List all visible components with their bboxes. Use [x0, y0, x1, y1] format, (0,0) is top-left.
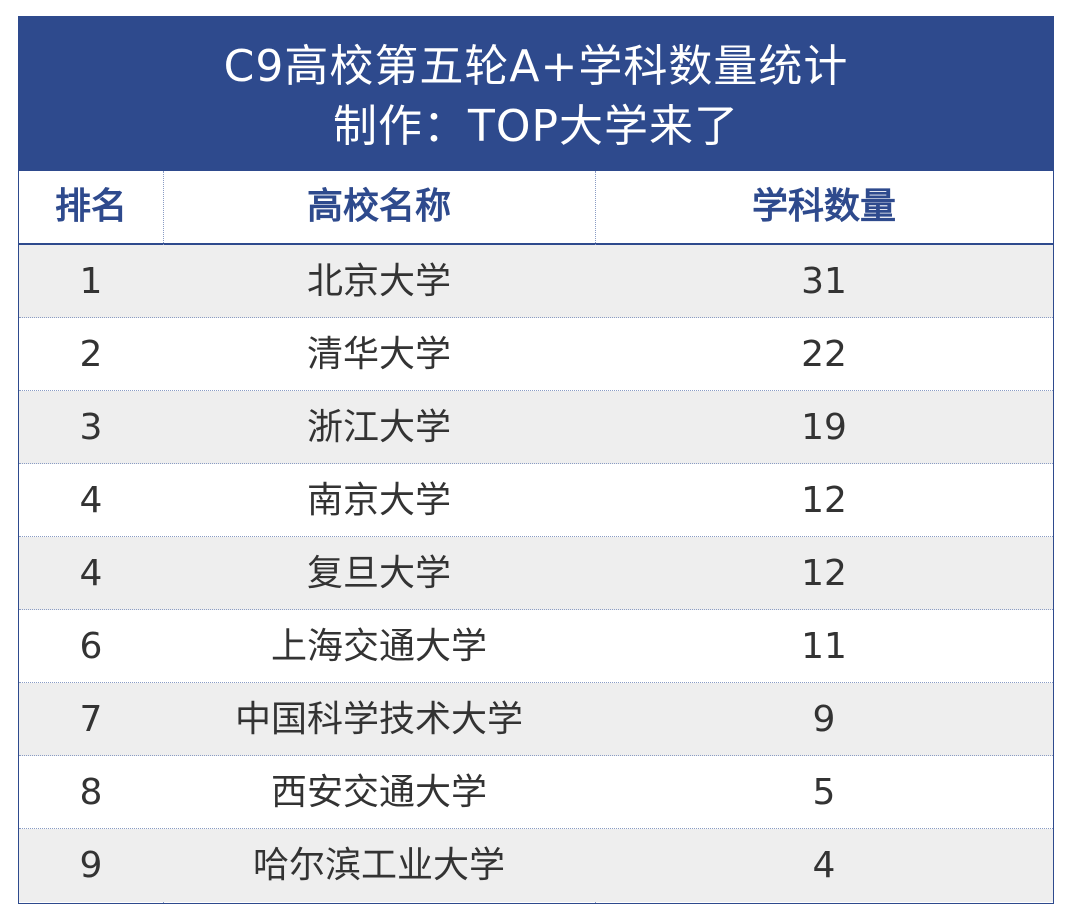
- table-row: 1 北京大学 31: [19, 245, 1053, 318]
- header-count: 学科数量: [751, 186, 896, 227]
- count-cell: 9: [812, 699, 836, 740]
- table-credit: 制作：TOP大学来了: [332, 101, 740, 152]
- header-rank: 排名: [54, 186, 127, 227]
- rank-cell: 1: [79, 261, 103, 302]
- name-cell: 中国科学技术大学: [234, 699, 523, 740]
- rank-cell: 3: [79, 407, 103, 448]
- table-frame: C9高校第五轮A+学科数量统计 制作：TOP大学来了 排名 高校名称 学科数量 …: [18, 16, 1054, 904]
- table-row: 7 中国科学技术大学 9: [19, 683, 1053, 756]
- table-row: 4 南京大学 12: [19, 464, 1053, 537]
- name-cell: 上海交通大学: [270, 626, 487, 667]
- name-cell: 清华大学: [306, 334, 451, 375]
- rank-cell: 2: [79, 334, 103, 375]
- rank-cell: 4: [79, 553, 103, 594]
- count-cell: 19: [801, 407, 847, 448]
- name-cell: 北京大学: [306, 261, 451, 302]
- table-row: 6 上海交通大学 11: [19, 610, 1053, 683]
- table-row: 9 哈尔滨工业大学 4: [19, 829, 1053, 902]
- count-cell: 4: [812, 845, 836, 886]
- header-row: 排名 高校名称 学科数量: [19, 171, 1053, 245]
- rank-cell: 6: [79, 626, 103, 667]
- count-cell: 12: [801, 553, 847, 594]
- count-cell: 22: [801, 334, 847, 375]
- name-cell: 哈尔滨工业大学: [252, 845, 505, 886]
- table-row: 3 浙江大学 19: [19, 391, 1053, 464]
- table-body: 1 北京大学 31 2 清华大学 22 3 浙江大学 19 4 南京大学 12 4 复旦大学 12 6 上海交通…: [19, 245, 1053, 902]
- rank-cell: 7: [79, 699, 103, 740]
- count-cell: 12: [801, 480, 847, 521]
- rank-cell: 8: [79, 772, 103, 813]
- name-cell: 西安交通大学: [270, 772, 487, 813]
- table-row: 4 复旦大学 12: [19, 537, 1053, 610]
- rank-cell: 4: [79, 480, 103, 521]
- table-row: 8 西安交通大学 5: [19, 756, 1053, 829]
- header-name: 高校名称: [306, 186, 451, 227]
- name-cell: 南京大学: [306, 480, 451, 521]
- table-title: C9高校第五轮A+学科数量统计: [223, 41, 849, 92]
- count-cell: 11: [801, 626, 847, 667]
- name-cell: 复旦大学: [306, 553, 451, 594]
- name-cell: 浙江大学: [306, 407, 451, 448]
- rank-cell: 9: [79, 845, 103, 886]
- title-banner: C9高校第五轮A+学科数量统计 制作：TOP大学来了: [19, 17, 1053, 171]
- table-row: 2 清华大学 22: [19, 318, 1053, 391]
- count-cell: 31: [801, 261, 847, 302]
- count-cell: 5: [812, 772, 836, 813]
